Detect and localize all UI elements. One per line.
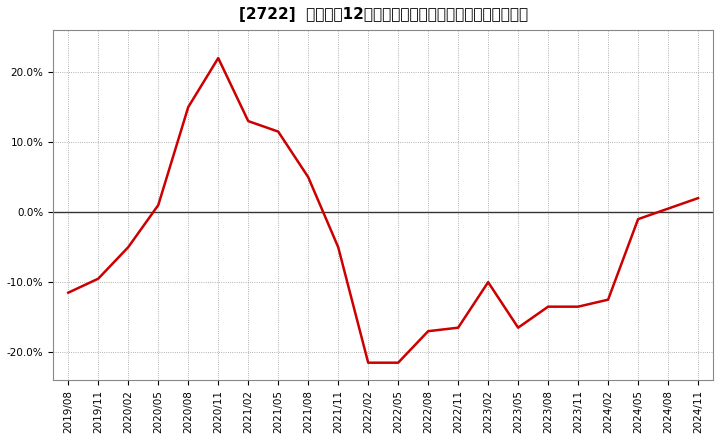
Title: [2722]  売上高の12か月移動合計の対前年同期増減率の推移: [2722] 売上高の12か月移動合計の対前年同期増減率の推移: [238, 7, 528, 22]
